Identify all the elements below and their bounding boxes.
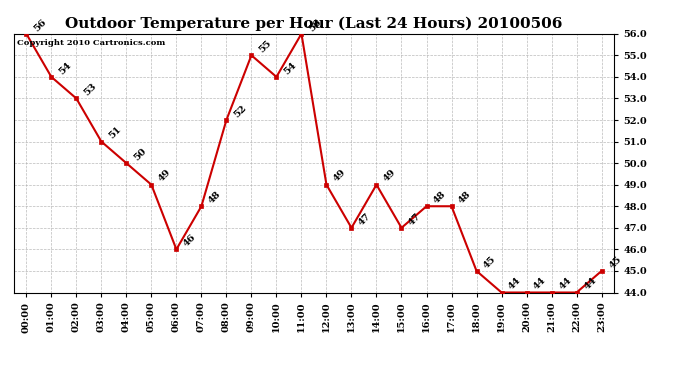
Text: 47: 47	[407, 211, 423, 227]
Text: 45: 45	[482, 254, 498, 270]
Title: Outdoor Temperature per Hour (Last 24 Hours) 20100506: Outdoor Temperature per Hour (Last 24 Ho…	[66, 17, 562, 31]
Text: 53: 53	[82, 82, 98, 98]
Text: 49: 49	[382, 168, 398, 184]
Text: 44: 44	[582, 276, 598, 292]
Text: Copyright 2010 Cartronics.com: Copyright 2010 Cartronics.com	[17, 39, 165, 47]
Text: 49: 49	[157, 168, 172, 184]
Text: 54: 54	[57, 60, 72, 76]
Text: 51: 51	[107, 125, 123, 141]
Text: 44: 44	[557, 276, 573, 292]
Text: 55: 55	[257, 39, 273, 54]
Text: 46: 46	[182, 232, 198, 249]
Text: 56: 56	[307, 17, 323, 33]
Text: 52: 52	[232, 103, 248, 119]
Text: 48: 48	[207, 189, 223, 206]
Text: 44: 44	[532, 276, 548, 292]
Text: 48: 48	[457, 189, 473, 206]
Text: 45: 45	[607, 254, 623, 270]
Text: 44: 44	[507, 276, 523, 292]
Text: 56: 56	[32, 17, 48, 33]
Text: 47: 47	[357, 211, 373, 227]
Text: 50: 50	[132, 146, 148, 162]
Text: 49: 49	[332, 168, 348, 184]
Text: 54: 54	[282, 60, 298, 76]
Text: 48: 48	[432, 189, 448, 206]
